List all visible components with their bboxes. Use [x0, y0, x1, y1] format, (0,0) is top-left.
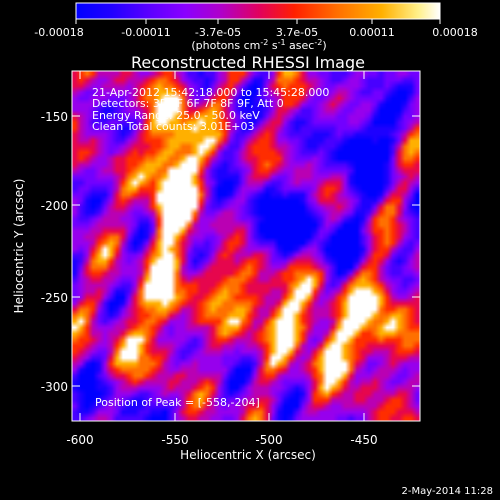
y-tick-label: -250 — [41, 291, 68, 305]
annotation-line: Energy Range: 25.0 - 50.0 keV — [92, 109, 260, 122]
annotation-block: 21-Apr-2012 15:42:18.000 to 15:45:28.000… — [92, 86, 329, 133]
colorbar-tick-label: 0.00018 — [432, 26, 478, 39]
y-tick-label: -150 — [41, 110, 68, 124]
heatmap-image — [72, 71, 420, 421]
heatmap-border — [71, 70, 421, 422]
colorbar-gradient — [75, 2, 441, 20]
x-axis-label: Heliocentric X (arcsec) — [180, 448, 316, 462]
annotation-line: Detectors: 3F 5F 6F 7F 8F 9F, Att 0 — [92, 97, 284, 110]
y-axis-label: Heliocentric Y (arcsec) — [12, 179, 26, 314]
axis-ticks — [72, 71, 420, 421]
colorbar-unit: (photons cm-2 s-1 asec-2) — [191, 38, 326, 53]
x-tick-label: -550 — [161, 433, 188, 447]
colorbar-tick-label: -3.7e-05 — [195, 26, 241, 39]
x-tick-label: -600 — [66, 433, 93, 447]
y-tick-label: -300 — [41, 380, 68, 394]
y-tick-label: -200 — [41, 199, 68, 213]
x-tick-label: -450 — [350, 433, 377, 447]
colorbar: -0.00018 -0.00011 -3.7e-05 3.7e-05 0.000… — [34, 2, 478, 53]
heatmap-frame — [71, 70, 421, 422]
colorbar-tick-label: 0.00011 — [349, 26, 395, 39]
colorbar-ticks — [75, 19, 441, 24]
colorbar-tick-label: -0.00018 — [34, 26, 83, 39]
peak-position-label: Position of Peak = [-558,-204] — [95, 396, 260, 409]
date-stamp: 2-May-2014 11:28 — [401, 486, 493, 497]
x-tick-label: -500 — [255, 433, 282, 447]
colorbar-tick-label: -0.00011 — [121, 26, 170, 39]
colorbar-tick-label: 3.7e-05 — [276, 26, 318, 39]
annotation-line: Clean Total counts: 3.01E+03 — [92, 120, 255, 133]
annotation-line: 21-Apr-2012 15:42:18.000 to 15:45:28.000 — [92, 86, 329, 99]
plot-title: Reconstructed RHESSI Image — [131, 53, 365, 72]
